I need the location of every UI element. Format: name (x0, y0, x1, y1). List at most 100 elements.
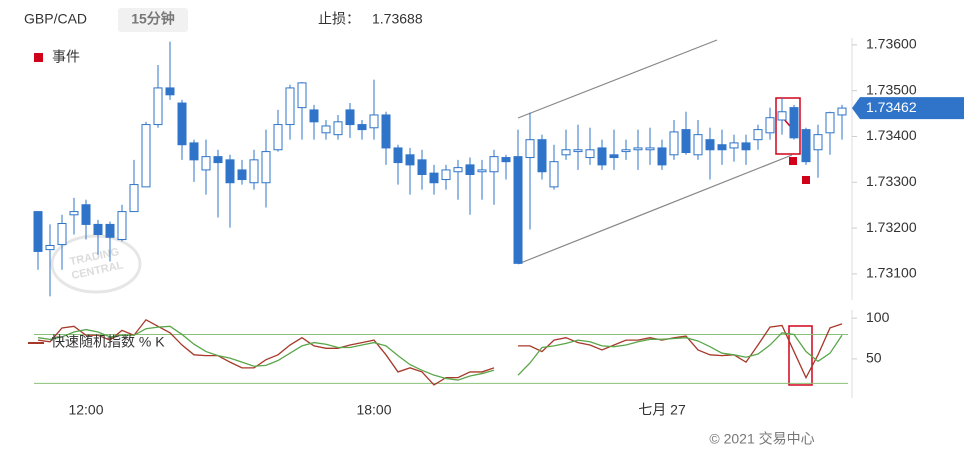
candle-body (345, 109, 355, 126)
interval-badge[interactable] (118, 8, 188, 32)
candle-body (669, 131, 679, 156)
watermark-ring (50, 234, 142, 294)
candle-body (477, 169, 487, 173)
oscillator-line (518, 323, 843, 380)
event-legend-icon (34, 53, 43, 62)
symbol: GBP/CAD (24, 11, 87, 27)
event-marker[interactable] (789, 157, 797, 165)
candle-body (33, 211, 43, 252)
candle-body (273, 124, 283, 151)
candle-body (45, 244, 55, 251)
candle-body (333, 121, 343, 136)
candle-body (165, 87, 175, 96)
candle-body (237, 169, 247, 181)
candle-body (393, 147, 403, 164)
candle-body (225, 159, 235, 184)
y-tick-label: 1.73300 (866, 173, 917, 189)
candle-body (441, 169, 451, 181)
y-tick-label: 1.73400 (866, 127, 917, 143)
candle-body (285, 87, 295, 126)
candle-body (93, 223, 103, 236)
candle-body (309, 109, 319, 123)
x-tick-label: 七月 27 (638, 402, 686, 418)
candle-body (261, 151, 271, 184)
oscillator-line (517, 332, 843, 376)
candle-body (117, 211, 127, 241)
stop-loss-value: 1.73688 (372, 11, 423, 27)
candle-body (489, 156, 499, 173)
candle-body (405, 154, 415, 166)
candle-body (621, 149, 631, 153)
candle-body (249, 159, 259, 184)
candle-body (801, 129, 811, 163)
stop-loss-label: 止损： (318, 11, 360, 27)
candle-body (57, 223, 67, 246)
candle-body (177, 102, 187, 146)
event-legend: 事件 (52, 49, 80, 65)
candle-body (105, 223, 115, 238)
candle-body (825, 112, 835, 134)
candle-body (513, 156, 523, 264)
candle-body (357, 124, 367, 131)
candle-body (657, 147, 667, 166)
x-tick-label: 12:00 (68, 402, 103, 418)
candle-body (417, 159, 427, 175)
candle-body (429, 172, 439, 184)
candle-body (189, 142, 199, 161)
candle-body (573, 149, 583, 153)
y-tick-label: 1.73500 (866, 81, 917, 97)
legend-label: 快速随机指数 % K (51, 334, 165, 350)
y-tick-label: 100 (866, 309, 890, 325)
candle-body (453, 167, 463, 173)
y-tick-label: 50 (866, 350, 882, 366)
interval[interactable]: 15分钟 (131, 11, 175, 27)
candle-body (765, 117, 775, 134)
y-tick-label: 1.73100 (866, 265, 917, 281)
channel-lower (517, 154, 793, 265)
oscillator-line (37, 325, 495, 381)
candle-body (741, 142, 751, 151)
candle-body (633, 147, 643, 151)
candle-body (729, 142, 739, 149)
oscillator-line (37, 318, 495, 386)
candle-body (297, 82, 307, 109)
candle-body (561, 149, 571, 156)
candle-body (201, 156, 211, 171)
copyright: © 2021 交易中心 (709, 431, 814, 447)
candle-body (369, 114, 379, 129)
candle-body (525, 139, 535, 159)
candle-body (537, 139, 547, 173)
candle-body (645, 147, 655, 151)
candle-body (585, 149, 595, 159)
candle-body (681, 129, 691, 154)
candle-body (549, 161, 559, 188)
event-marker[interactable] (802, 176, 810, 184)
candle-body (609, 154, 619, 159)
candle-body (141, 124, 151, 188)
candle-body (321, 125, 331, 134)
candle-body (813, 134, 823, 151)
candle-body (129, 184, 139, 213)
candle-body (465, 164, 475, 175)
candle-body (69, 211, 79, 216)
candle-body (597, 147, 607, 166)
price-tag-label: 1.73462 (866, 99, 917, 115)
candle-body (837, 107, 847, 116)
candle-body (213, 156, 223, 164)
y-tick-label: 1.73600 (866, 36, 917, 52)
candle-body (501, 157, 511, 163)
channel-upper (517, 39, 718, 119)
candle-body (81, 204, 91, 225)
candle-body (705, 139, 715, 151)
candle-body (693, 134, 703, 156)
y-tick-label: 1.73200 (866, 219, 917, 235)
candle-body (153, 87, 163, 126)
highlight-box (788, 325, 813, 386)
candle-body (753, 129, 763, 141)
price-tag (852, 97, 964, 120)
candle-body (789, 107, 799, 139)
highlight-box (775, 97, 801, 155)
candle-body (717, 144, 727, 151)
candle-body (777, 111, 787, 121)
